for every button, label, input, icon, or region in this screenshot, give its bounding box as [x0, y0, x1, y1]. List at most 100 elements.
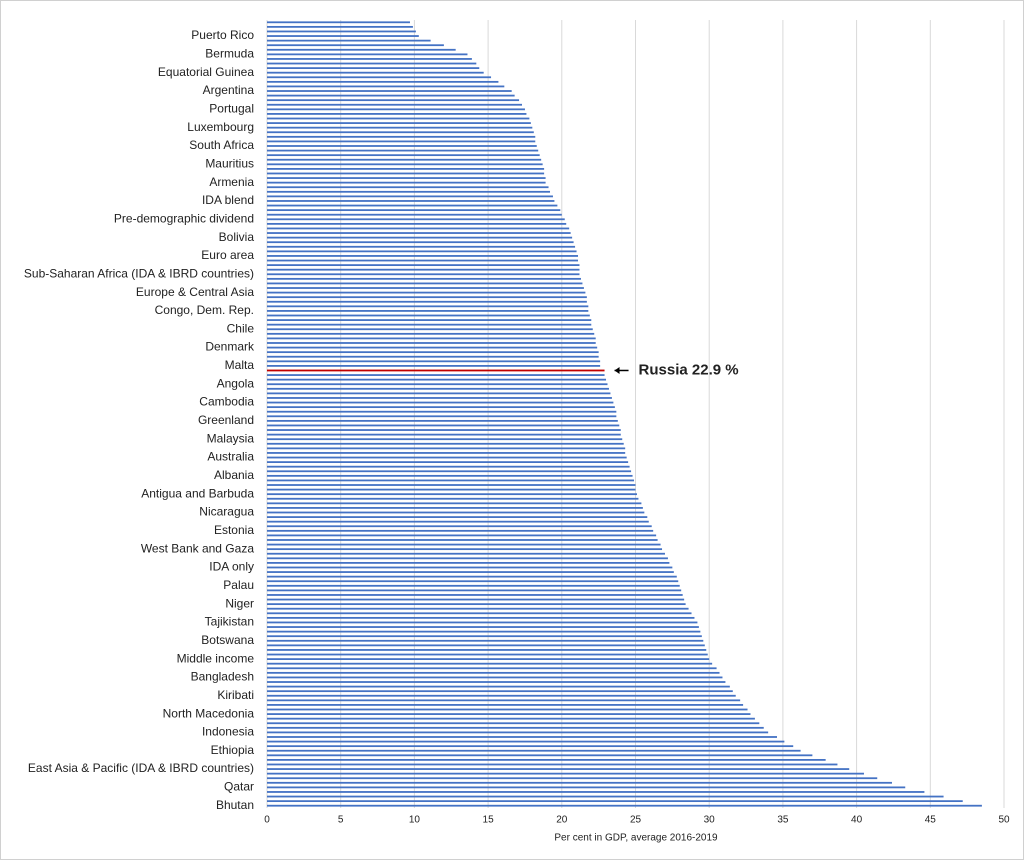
bar	[267, 465, 630, 468]
bar	[267, 76, 492, 79]
y-tick-label: Argentina	[203, 83, 255, 97]
bar	[267, 497, 639, 500]
bar	[267, 44, 444, 47]
bar	[267, 667, 717, 670]
y-tick-label: Indonesia	[202, 725, 254, 739]
bar	[267, 135, 536, 138]
bar	[267, 589, 682, 592]
bar	[267, 694, 736, 697]
bar	[267, 172, 545, 175]
bar	[267, 685, 730, 688]
x-axis-label: Per cent in GDP, average 2016-2019	[554, 833, 718, 844]
bar	[267, 85, 505, 88]
bar	[267, 213, 562, 216]
bar	[267, 552, 665, 555]
bar	[267, 612, 692, 615]
bar	[267, 282, 583, 285]
bar	[267, 438, 623, 441]
bar	[267, 749, 801, 752]
bar	[267, 236, 573, 239]
bar	[267, 566, 673, 569]
bar	[267, 90, 512, 92]
bar	[267, 186, 549, 189]
y-tick-label: Bangladesh	[191, 670, 254, 684]
y-tick-label: Estonia	[214, 523, 254, 537]
bar	[267, 71, 484, 74]
y-tick-label: Nicaragua	[199, 505, 254, 519]
bar	[267, 461, 629, 464]
bar	[267, 351, 599, 354]
bar	[267, 401, 614, 404]
bar	[267, 122, 531, 124]
bar	[267, 250, 577, 253]
bar	[267, 754, 813, 757]
bar	[267, 529, 654, 532]
bar	[267, 149, 539, 152]
bar	[267, 598, 685, 601]
y-tick-label: Sub-Saharan Africa (IDA & IBRD countries…	[24, 266, 254, 280]
bar	[267, 511, 645, 514]
bar	[267, 181, 546, 184]
bar	[267, 80, 499, 83]
bar	[267, 603, 686, 606]
bar	[267, 296, 587, 299]
bar	[267, 671, 720, 674]
bar	[267, 319, 592, 321]
bar	[267, 539, 658, 541]
bar	[267, 447, 626, 450]
y-tick-label: Antigua and Barbuda	[141, 486, 254, 500]
x-tick-label: 10	[409, 815, 421, 826]
bar	[267, 626, 699, 628]
bar	[267, 126, 533, 129]
bar	[267, 374, 605, 376]
bar	[267, 99, 520, 102]
bar	[267, 745, 794, 748]
bar	[267, 644, 705, 647]
bar	[267, 268, 580, 271]
bar	[267, 516, 648, 518]
y-tick-label: North Macedonia	[163, 706, 255, 720]
bar	[267, 548, 663, 551]
bar	[267, 300, 587, 303]
bar	[267, 424, 620, 427]
y-tick-label: Ethiopia	[211, 743, 255, 757]
bar	[267, 190, 551, 193]
bar	[267, 649, 707, 651]
bar	[267, 731, 769, 734]
y-tick-label: Luxembourg	[187, 120, 254, 134]
y-tick-label: Palau	[223, 578, 254, 592]
bar	[267, 791, 925, 793]
bar	[267, 543, 661, 546]
y-tick-label: Kiribati	[217, 688, 254, 702]
x-tick-label: 20	[556, 815, 568, 826]
bar	[267, 584, 680, 587]
bar	[267, 690, 733, 693]
bar	[267, 452, 626, 454]
bar	[267, 488, 636, 491]
bar	[267, 177, 546, 179]
bar	[267, 232, 571, 234]
y-tick-label: Euro area	[201, 248, 254, 262]
x-tick-label: 40	[851, 815, 863, 826]
bar	[267, 713, 751, 715]
y-tick-label: Chile	[227, 321, 255, 335]
bar	[267, 484, 636, 486]
bar	[267, 62, 477, 65]
y-tick-label: Europe & Central Asia	[136, 285, 254, 299]
bar	[267, 58, 472, 60]
bar	[267, 342, 596, 344]
bar	[267, 117, 530, 120]
bar	[267, 328, 593, 331]
bar	[267, 259, 579, 262]
y-tick-label: Armenia	[209, 175, 254, 189]
bar	[267, 277, 581, 280]
bar	[267, 154, 540, 157]
bar	[267, 406, 615, 409]
bar	[267, 67, 480, 70]
y-tick-label: Niger	[225, 596, 254, 610]
y-tick-label: IDA only	[209, 560, 254, 574]
bar	[267, 241, 574, 244]
bar	[267, 763, 838, 766]
annotation-arrowhead	[614, 366, 620, 374]
